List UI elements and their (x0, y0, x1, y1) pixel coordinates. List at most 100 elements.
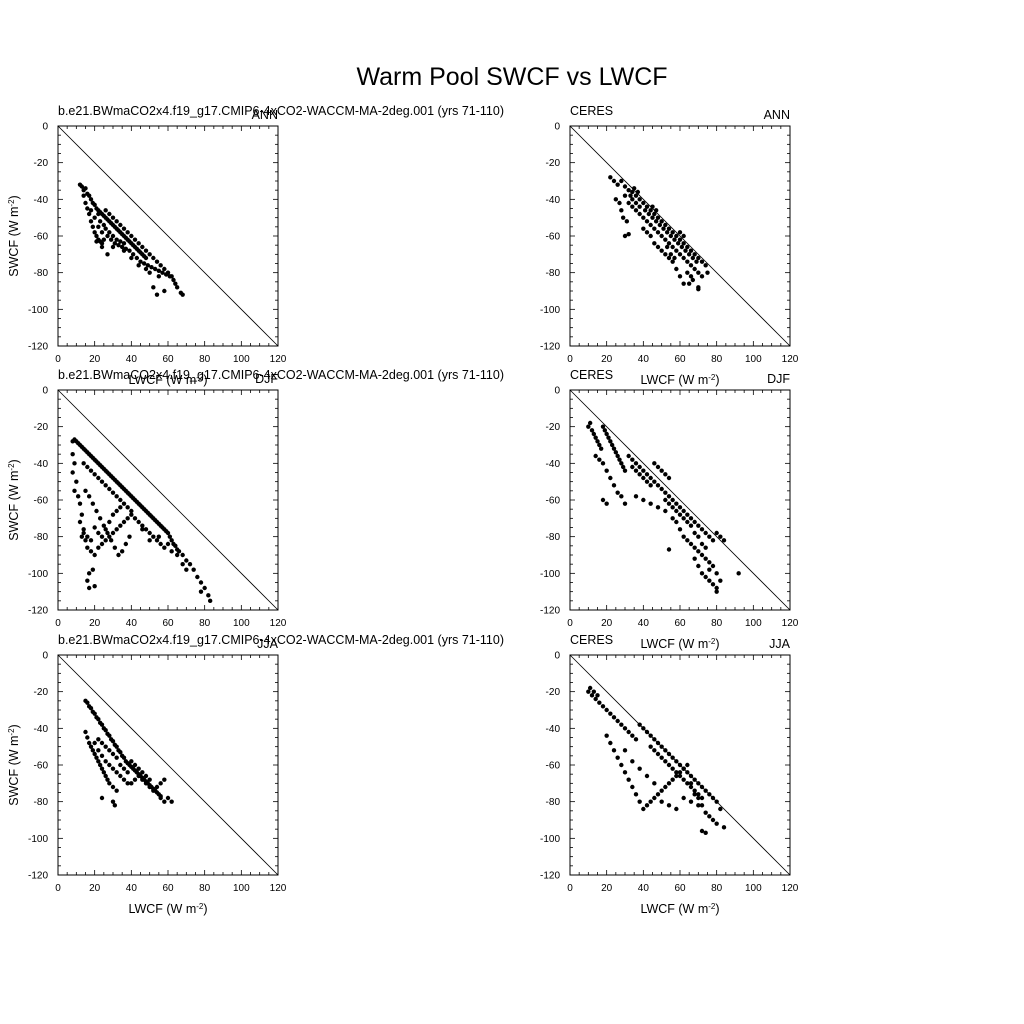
scatter-point (97, 516, 103, 521)
scatter-point (598, 446, 604, 451)
scatter-point (96, 211, 101, 217)
scatter-point (86, 571, 92, 576)
y-tick-label: -80 (546, 797, 561, 808)
scatter-point (129, 759, 134, 764)
scatter-point (79, 184, 85, 189)
scatter-point (714, 571, 719, 576)
scatter-point (110, 751, 116, 757)
scatter-point (655, 230, 661, 235)
scatter-point (664, 244, 670, 250)
scatter-point (184, 567, 189, 572)
scatter-point (107, 486, 112, 492)
scatter-point (637, 799, 642, 804)
scatter-point (641, 468, 646, 473)
scatter-point (600, 704, 606, 709)
scatter-point (140, 777, 145, 782)
scatter-point (641, 475, 646, 481)
scatter-point (646, 211, 652, 217)
scatter-point (672, 237, 677, 242)
scatter-point (626, 777, 631, 782)
scatter-point (107, 230, 112, 235)
scatter-point (88, 549, 94, 554)
scatter-point (129, 255, 134, 261)
scatter-point (657, 222, 663, 228)
y-tick-label: -20 (34, 158, 49, 169)
scatter-point (703, 788, 708, 793)
scatter-point (103, 727, 108, 733)
scatter-point (207, 598, 213, 604)
scatter-point (659, 468, 664, 473)
x-tick-label: 100 (745, 883, 762, 894)
scatter-point (707, 814, 712, 819)
scatter-point (611, 178, 617, 184)
scatter-point (699, 828, 705, 834)
scatter-point (180, 552, 185, 558)
reference-line (57, 125, 279, 347)
scatter-point (652, 795, 657, 801)
scatter-point (688, 784, 694, 790)
scatter-point (633, 461, 639, 466)
scatter-point (615, 453, 620, 459)
y-tick-label: -40 (34, 459, 49, 470)
scatter-point (107, 733, 112, 738)
scatter-point (666, 494, 672, 499)
x-tick-label: 0 (55, 883, 61, 894)
scatter-point (688, 523, 694, 528)
x-tick-label: 60 (162, 354, 174, 365)
scatter-point (99, 230, 105, 235)
scatter-point (674, 266, 679, 272)
scatter-point (103, 538, 108, 543)
scatter-point (617, 200, 622, 206)
scatter-point (659, 744, 664, 749)
scatter-point (637, 722, 642, 727)
scatter-point (699, 784, 705, 790)
scatter-point (619, 762, 624, 768)
scatter-point (105, 777, 110, 782)
scatter-point (672, 255, 677, 261)
scatter-point (608, 475, 613, 481)
scatter-point (99, 541, 105, 547)
scatter-point (97, 219, 103, 224)
scatter-point (707, 560, 712, 565)
scatter-point (692, 788, 697, 793)
scatter-point (674, 770, 679, 775)
scatter-point (96, 737, 101, 742)
y-tick-label: -100 (540, 305, 560, 316)
y-tick-label: -40 (546, 459, 561, 470)
y-tick-label: -60 (546, 761, 561, 772)
scatter-point (136, 241, 141, 246)
scatter-point (644, 803, 650, 808)
scatter-point (107, 781, 112, 786)
scatter-point (143, 527, 149, 532)
scatter-point (110, 512, 116, 517)
scatter-point (110, 244, 116, 250)
panels-group: 0 20 40 60 80 100 120 0 -20 -40 -60 -80 -100 -120 b.e2… (7, 104, 799, 916)
scatter-point (589, 693, 595, 698)
scatter-point (670, 230, 675, 235)
scatter-point (675, 241, 681, 246)
scatter-point (714, 585, 719, 591)
scatter-point (652, 781, 657, 786)
scatter-point (648, 208, 653, 213)
scatter-point (604, 501, 609, 506)
scatter-point (685, 519, 690, 525)
scatter-point (86, 585, 92, 591)
scatter-point (129, 233, 134, 239)
scatter-point (655, 464, 661, 470)
scatter-point (633, 792, 639, 797)
scatter-point (699, 259, 705, 264)
scatter-point (670, 497, 675, 503)
y-tick-label: -20 (34, 422, 49, 433)
scatter-point (630, 759, 635, 764)
scatter-point (696, 781, 701, 786)
scatter-point (666, 226, 672, 231)
scatter-point (127, 534, 132, 539)
scatter-point (77, 501, 83, 506)
scatter-point (677, 230, 683, 235)
scatter-point (608, 740, 613, 746)
scatter-point (99, 722, 105, 727)
scatter-point (679, 244, 685, 250)
scatter-point (162, 545, 167, 550)
scatter-point (595, 693, 600, 698)
y-tick-label: -60 (34, 496, 49, 507)
